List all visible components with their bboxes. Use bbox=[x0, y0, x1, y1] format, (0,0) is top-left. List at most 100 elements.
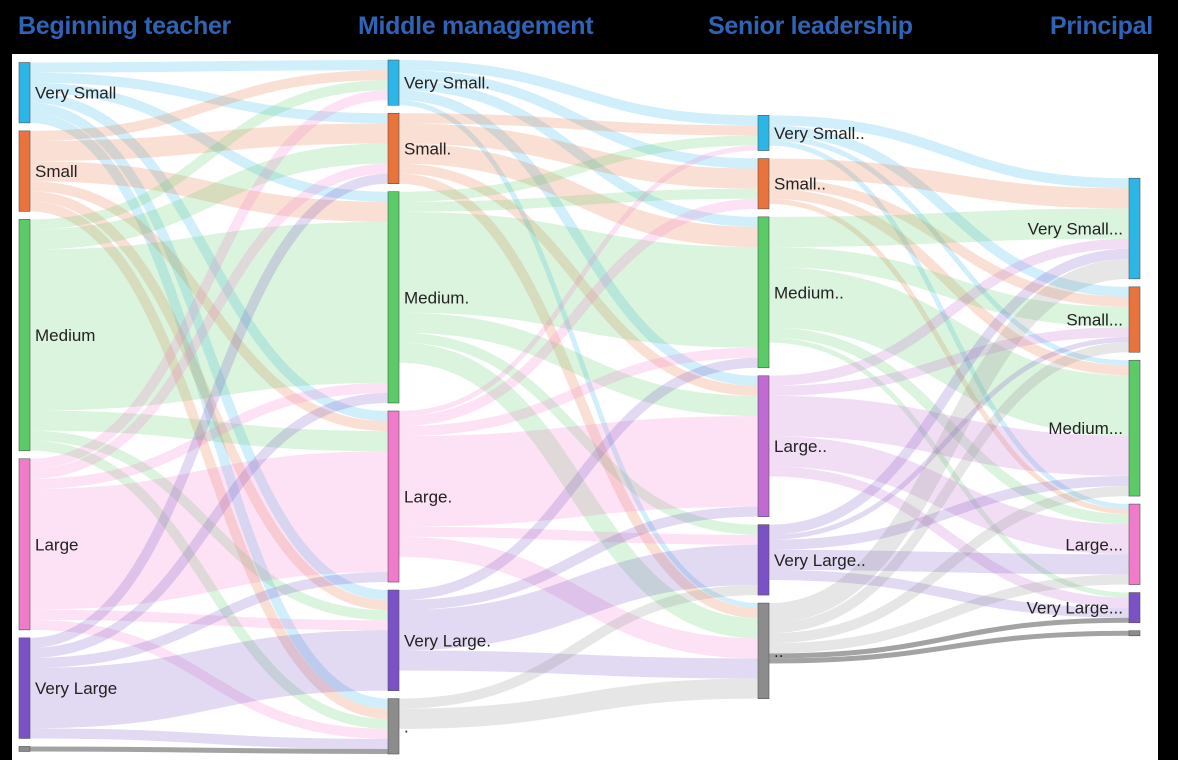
link-m_vl-to-s_l[interactable] bbox=[398, 506, 759, 611]
link-s_u-to-p_s[interactable] bbox=[768, 342, 1130, 634]
link-b_l-to-m_s[interactable] bbox=[29, 163, 389, 479]
link-m_vs-to-s_vs[interactable] bbox=[398, 60, 759, 126]
link-b_u-to-m_u[interactable] bbox=[29, 746, 389, 755]
link-b_l-to-m_m[interactable] bbox=[29, 382, 389, 489]
link-s_u-to-p_u[interactable] bbox=[768, 630, 1130, 664]
link-b_vl-to-m_vl[interactable] bbox=[29, 630, 389, 729]
link-m_l-to-s_vl[interactable] bbox=[398, 526, 759, 545]
link-m_m-to-s_vs[interactable] bbox=[398, 135, 759, 202]
node-p_vl[interactable] bbox=[1128, 592, 1141, 624]
node-s_m[interactable] bbox=[757, 216, 770, 369]
link-m_vs-to-s_l[interactable] bbox=[398, 90, 759, 386]
link-b_s-to-m_vl[interactable] bbox=[29, 191, 389, 611]
node-p_u[interactable] bbox=[1128, 630, 1141, 637]
link-s_u-to-p_vs[interactable] bbox=[768, 258, 1130, 624]
link-b_m-to-m_s[interactable] bbox=[29, 143, 389, 250]
link-s_u-to-p_l[interactable] bbox=[768, 574, 1130, 654]
node-b_s[interactable] bbox=[18, 130, 31, 212]
link-s_m-to-p_l[interactable] bbox=[768, 327, 1130, 525]
link-s_vs-to-p_l[interactable] bbox=[768, 140, 1130, 510]
node-p_vs[interactable] bbox=[1128, 177, 1141, 280]
link-m_l-to-s_u[interactable] bbox=[398, 536, 759, 659]
node-b_m[interactable] bbox=[18, 219, 31, 452]
link-s_m-to-p_vl[interactable] bbox=[768, 337, 1130, 598]
link-b_m-to-m_vs[interactable] bbox=[29, 80, 389, 230]
link-b_vs-to-m_s[interactable] bbox=[29, 72, 389, 124]
link-b_vl-to-m_m[interactable] bbox=[29, 392, 389, 658]
link-s_s-to-p_s[interactable] bbox=[768, 178, 1130, 307]
link-b_vl-to-m_u[interactable] bbox=[29, 728, 389, 749]
node-s_u[interactable] bbox=[757, 602, 770, 699]
link-b_s-to-m_vs[interactable] bbox=[29, 70, 389, 141]
link-b_vl-to-m_l[interactable] bbox=[29, 571, 389, 669]
link-b_s-to-m_s[interactable] bbox=[29, 123, 389, 162]
link-s_m-to-p_s[interactable] bbox=[768, 247, 1130, 328]
link-b_l-to-m_l[interactable] bbox=[29, 451, 389, 610]
link-m_m-to-s_l[interactable] bbox=[398, 312, 759, 417]
node-b_vl[interactable] bbox=[18, 637, 31, 739]
link-m_s-to-s_s[interactable] bbox=[398, 123, 759, 189]
link-s_m-to-p_m[interactable] bbox=[768, 267, 1130, 436]
node-p_s[interactable] bbox=[1128, 286, 1141, 353]
node-m_s[interactable] bbox=[387, 112, 400, 185]
link-b_m-to-m_l[interactable] bbox=[29, 410, 389, 452]
link-s_vs-to-p_m[interactable] bbox=[768, 135, 1130, 366]
link-s_s-to-p_vs[interactable] bbox=[768, 158, 1130, 209]
node-m_vl[interactable] bbox=[387, 589, 400, 691]
link-b_m-to-m_m[interactable] bbox=[29, 221, 389, 411]
link-s_u-to-p_vl[interactable] bbox=[768, 617, 1130, 659]
link-m_vs-to-s_u[interactable] bbox=[398, 100, 759, 609]
link-m_u-to-s_vl[interactable] bbox=[398, 585, 759, 709]
link-s_vl-to-p_vl[interactable] bbox=[768, 569, 1130, 618]
link-s_m-to-p_vs[interactable] bbox=[768, 208, 1130, 248]
link-m_vl-to-s_m[interactable] bbox=[398, 357, 759, 601]
link-s_s-to-p_m[interactable] bbox=[768, 188, 1130, 376]
link-m_l-to-s_s[interactable] bbox=[398, 198, 759, 427]
link-b_l-to-m_vs[interactable] bbox=[29, 90, 389, 469]
link-m_m-to-s_u[interactable] bbox=[398, 342, 759, 639]
link-b_vs-to-m_vl[interactable] bbox=[29, 102, 389, 601]
link-m_s-to-s_l[interactable] bbox=[398, 163, 759, 396]
link-b_vs-to-m_l[interactable] bbox=[29, 92, 389, 422]
node-b_u[interactable] bbox=[18, 746, 31, 752]
link-s_l-to-p_s[interactable] bbox=[768, 327, 1130, 396]
link-s_vl-to-p_l[interactable] bbox=[768, 549, 1130, 575]
link-m_vl-to-s_u[interactable] bbox=[398, 650, 759, 679]
link-m_vs-to-s_s[interactable] bbox=[398, 70, 759, 169]
link-s_l-to-p_m[interactable] bbox=[768, 395, 1130, 476]
link-s_l-to-p_vs[interactable] bbox=[768, 238, 1130, 386]
link-b_l-to-m_u[interactable] bbox=[29, 619, 389, 739]
node-s_l[interactable] bbox=[757, 375, 770, 517]
link-b_vs-to-m_m[interactable] bbox=[29, 82, 389, 202]
node-p_m[interactable] bbox=[1128, 359, 1141, 497]
link-m_s-to-s_u[interactable] bbox=[398, 173, 759, 619]
link-m_l-to-s_vs[interactable] bbox=[398, 145, 759, 417]
link-b_s-to-m_m[interactable] bbox=[29, 161, 389, 222]
link-s_vl-to-p_m[interactable] bbox=[768, 475, 1130, 550]
link-b_vs-to-m_u[interactable] bbox=[29, 112, 389, 709]
link-s_vl-to-p_vs[interactable] bbox=[768, 248, 1130, 535]
node-m_m[interactable] bbox=[387, 191, 400, 404]
node-m_l[interactable] bbox=[387, 410, 400, 583]
link-m_s-to-s_m[interactable] bbox=[398, 143, 759, 248]
link-b_s-to-m_u[interactable] bbox=[29, 201, 389, 719]
node-b_vs[interactable] bbox=[18, 62, 31, 124]
link-b_l-to-m_vl[interactable] bbox=[29, 609, 389, 631]
node-s_s[interactable] bbox=[757, 158, 770, 210]
link-m_l-to-s_l[interactable] bbox=[398, 416, 759, 527]
node-p_l[interactable] bbox=[1128, 503, 1141, 585]
link-m_vs-to-s_m[interactable] bbox=[398, 80, 759, 227]
node-s_vs[interactable] bbox=[757, 115, 770, 151]
link-m_m-to-s_vl[interactable] bbox=[398, 332, 759, 535]
link-s_l-to-p_l[interactable] bbox=[768, 436, 1130, 555]
link-m_m-to-s_s[interactable] bbox=[398, 188, 759, 212]
node-m_vs[interactable] bbox=[387, 59, 400, 106]
node-s_vl[interactable] bbox=[757, 524, 770, 596]
link-s_vs-to-p_vs[interactable] bbox=[768, 115, 1130, 189]
link-b_m-to-m_u[interactable] bbox=[29, 440, 389, 729]
link-m_l-to-s_m[interactable] bbox=[398, 347, 759, 437]
link-b_s-to-m_l[interactable] bbox=[29, 181, 389, 432]
link-s_vs-to-p_s[interactable] bbox=[768, 125, 1130, 297]
link-s_vl-to-p_s[interactable] bbox=[768, 337, 1130, 540]
node-m_u[interactable] bbox=[387, 698, 400, 755]
